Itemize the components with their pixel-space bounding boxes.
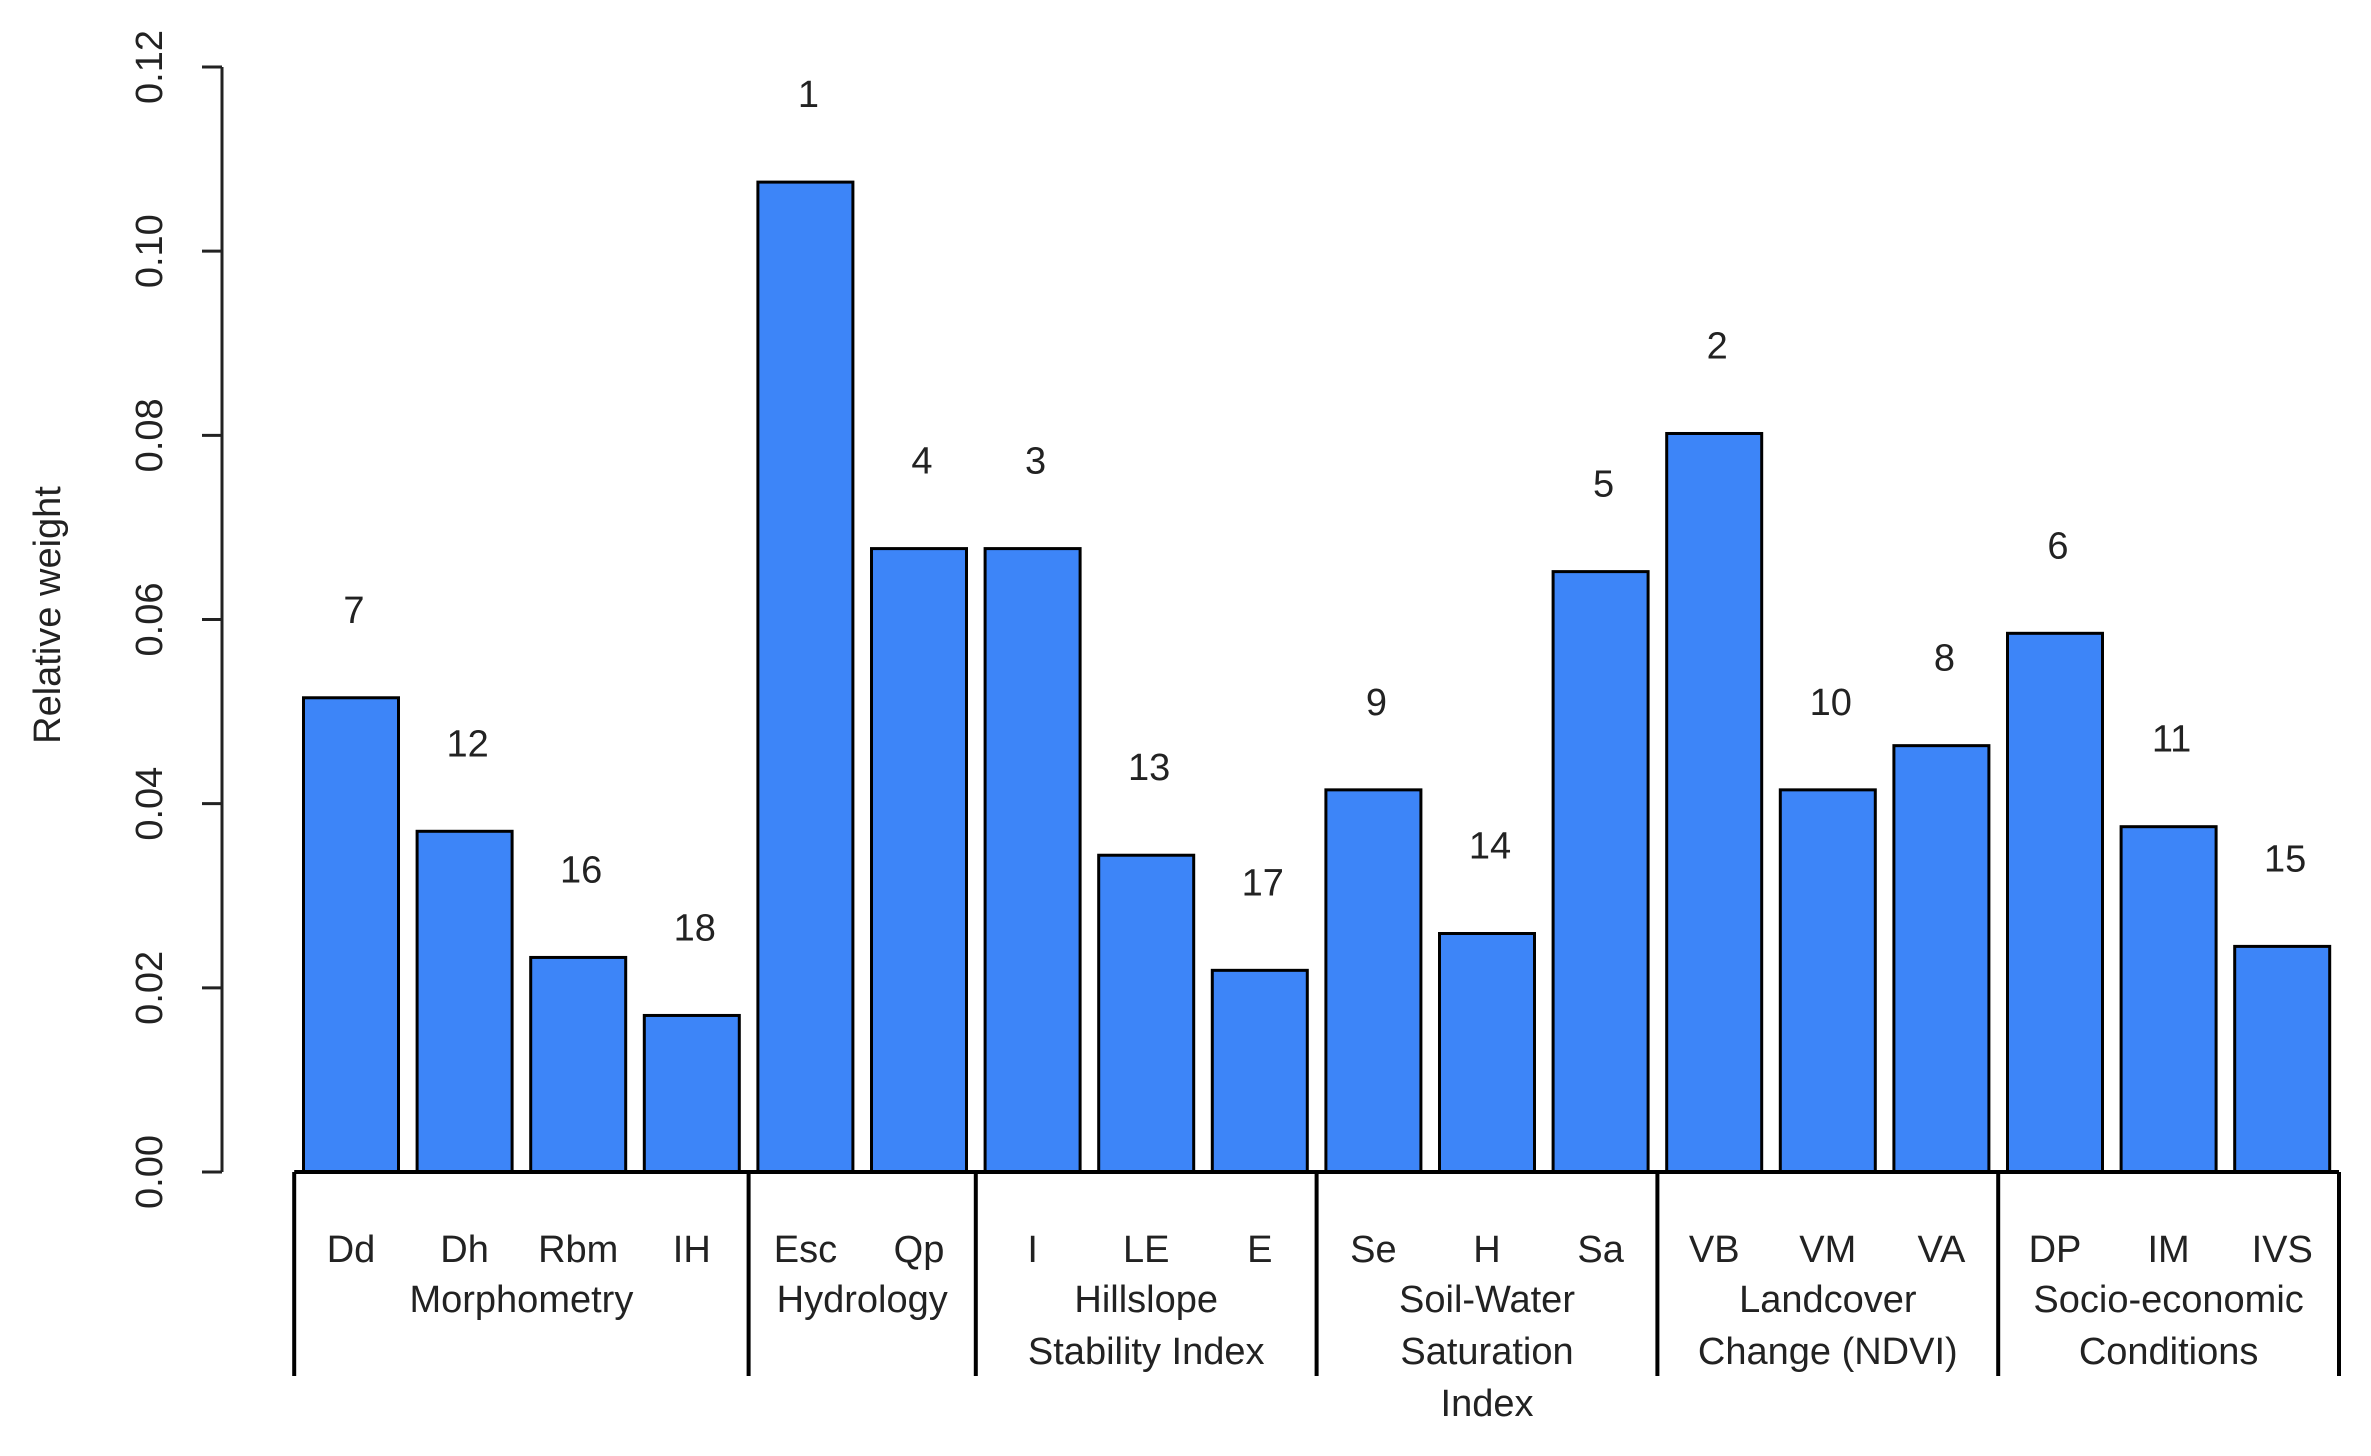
group-label: Saturation bbox=[1400, 1331, 1573, 1373]
rank-label: 2 bbox=[1707, 325, 1728, 367]
rank-label: 17 bbox=[1242, 862, 1284, 904]
bar-h bbox=[1438, 932, 1536, 1174]
category-label: Dh bbox=[440, 1229, 489, 1271]
rank-label: 8 bbox=[1934, 638, 1955, 680]
bar-dd bbox=[302, 696, 400, 1174]
rank-label: 11 bbox=[2152, 719, 2191, 761]
category-label: Sa bbox=[1577, 1229, 1624, 1271]
bar-ivs bbox=[2233, 944, 2332, 1174]
rank-label: 10 bbox=[1810, 682, 1852, 724]
category-label: Dd bbox=[327, 1229, 376, 1271]
y-axis-label: Relative weight bbox=[27, 486, 69, 744]
rank-label: 4 bbox=[911, 441, 932, 483]
group-label: Stability Index bbox=[1028, 1331, 1265, 1373]
bar-e bbox=[1210, 968, 1309, 1174]
rank-label: 15 bbox=[2264, 838, 2306, 880]
category-label: I bbox=[1027, 1229, 1038, 1271]
bar-esc bbox=[756, 180, 855, 1174]
y-axis: 0.00 0.02 0.04 0.06 0.08 0.10 0.12 bbox=[129, 30, 224, 1209]
group-labels: Morphometry Hydrology Hillslope Stability I… bbox=[409, 1279, 2303, 1425]
bar-dh bbox=[415, 829, 514, 1174]
rank-label: 13 bbox=[1128, 747, 1170, 789]
category-label: H bbox=[1473, 1229, 1500, 1271]
category-label: Se bbox=[1350, 1229, 1396, 1271]
rank-label: 12 bbox=[446, 723, 488, 765]
bar-vm bbox=[1778, 788, 1877, 1174]
category-label: VB bbox=[1689, 1229, 1740, 1271]
group-brackets bbox=[292, 1170, 2341, 1376]
category-label: IVS bbox=[2252, 1229, 2313, 1271]
bar-sa bbox=[1551, 570, 1650, 1174]
category-label: VM bbox=[1799, 1229, 1856, 1271]
category-label: E bbox=[1247, 1229, 1272, 1271]
bars bbox=[302, 180, 2332, 1174]
bar-le bbox=[1097, 853, 1196, 1174]
y-tick-label: 0.06 bbox=[129, 583, 171, 657]
group-label: Hillslope bbox=[1074, 1279, 1218, 1321]
group-label: Conditions bbox=[2079, 1331, 2259, 1373]
group-label: Soil-Water bbox=[1399, 1279, 1575, 1321]
y-tick-label: 0.08 bbox=[129, 398, 171, 472]
category-label: Esc bbox=[774, 1229, 837, 1271]
y-tick-label: 0.02 bbox=[129, 951, 171, 1025]
group-label: Morphometry bbox=[409, 1279, 633, 1321]
y-tick-label: 0.00 bbox=[129, 1135, 171, 1209]
rank-label: 5 bbox=[1593, 464, 1614, 506]
y-tick-label: 0.04 bbox=[129, 767, 171, 841]
rank-label: 3 bbox=[1025, 441, 1046, 483]
y-tick-label: 0.12 bbox=[129, 30, 171, 104]
rank-label: 18 bbox=[674, 907, 716, 949]
group-label: Index bbox=[1441, 1383, 1534, 1425]
bar-se bbox=[1324, 788, 1423, 1174]
bar-im bbox=[2119, 825, 2218, 1174]
rank-label: 14 bbox=[1469, 826, 1511, 868]
bar-va bbox=[1892, 744, 1991, 1174]
category-label: IM bbox=[2147, 1229, 2189, 1271]
rank-label: 6 bbox=[2047, 525, 2068, 567]
bar-rbm bbox=[529, 955, 628, 1174]
category-label: IH bbox=[673, 1229, 711, 1271]
rank-label: 16 bbox=[560, 849, 602, 891]
category-label: DP bbox=[2029, 1229, 2082, 1271]
bar-ih bbox=[642, 1013, 741, 1174]
group-label: Landcover bbox=[1739, 1279, 1917, 1321]
group-label: Hydrology bbox=[777, 1279, 948, 1321]
bar-vb bbox=[1665, 431, 1764, 1174]
bar-dp bbox=[2006, 631, 2104, 1174]
rank-label: 1 bbox=[798, 74, 819, 116]
group-label: Change (NDVI) bbox=[1698, 1331, 1958, 1373]
bar-i bbox=[983, 547, 1082, 1174]
y-tick-label: 0.10 bbox=[129, 214, 171, 288]
category-labels: Dd Dh Rbm IH Esc Qp I LE E Se H Sa VB VM VA DP IM IVS bbox=[327, 1229, 2313, 1271]
rank-label: 9 bbox=[1366, 682, 1387, 724]
category-label: LE bbox=[1123, 1229, 1169, 1271]
bar-qp bbox=[870, 547, 968, 1174]
group-label: Socio-economic bbox=[2033, 1279, 2303, 1321]
category-label: Qp bbox=[894, 1229, 945, 1271]
category-label: VA bbox=[1917, 1229, 1966, 1271]
category-label: Rbm bbox=[538, 1229, 618, 1271]
rank-label: 7 bbox=[343, 590, 364, 632]
